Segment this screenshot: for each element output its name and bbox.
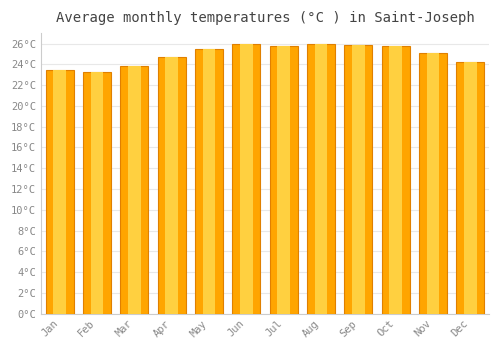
Bar xyxy=(195,49,223,314)
Bar xyxy=(90,72,104,314)
Bar xyxy=(278,46,290,314)
Bar xyxy=(307,44,335,314)
Bar xyxy=(128,66,140,314)
Bar xyxy=(382,46,409,314)
Bar xyxy=(314,44,327,314)
Bar xyxy=(54,70,66,314)
Bar xyxy=(464,62,476,314)
Bar xyxy=(166,57,178,314)
Bar xyxy=(344,45,372,314)
Title: Average monthly temperatures (°C ) in Saint-Joseph: Average monthly temperatures (°C ) in Sa… xyxy=(56,11,474,25)
Bar xyxy=(426,53,439,314)
Bar xyxy=(232,44,260,314)
Bar xyxy=(202,49,215,314)
Bar xyxy=(390,46,402,314)
Bar xyxy=(456,62,484,314)
Bar xyxy=(419,53,447,314)
Bar xyxy=(158,57,186,314)
Bar xyxy=(240,44,252,314)
Bar xyxy=(120,66,148,314)
Bar xyxy=(83,72,111,314)
Bar xyxy=(270,46,297,314)
Bar xyxy=(46,70,74,314)
Bar xyxy=(352,45,364,314)
